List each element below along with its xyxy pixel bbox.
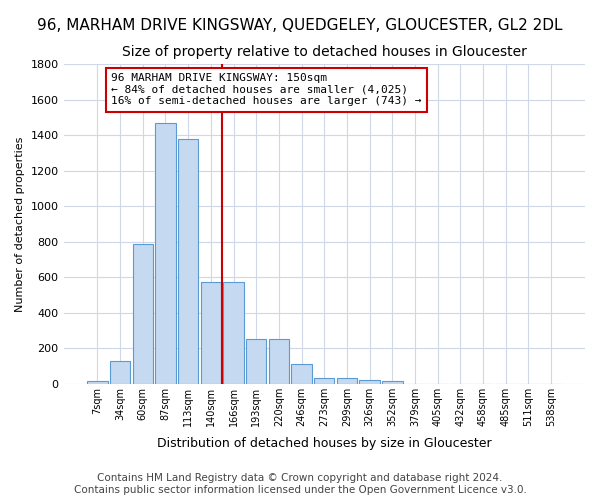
Bar (178, 139, 199, 384)
Bar (314, 378, 334, 384)
Bar (133, 244, 153, 384)
Text: Contains HM Land Registry data © Crown copyright and database right 2024.
Contai: Contains HM Land Registry data © Crown c… (74, 474, 526, 495)
Title: Size of property relative to detached houses in Gloucester: Size of property relative to detached ho… (122, 45, 527, 59)
Bar (223, 282, 244, 384)
Y-axis label: Number of detached properties: Number of detached properties (15, 136, 25, 312)
Bar (200, 282, 221, 384)
Bar (110, 360, 130, 384)
Bar (359, 380, 380, 384)
Text: 96, MARHAM DRIVE KINGSWAY, QUEDGELEY, GLOUCESTER, GL2 2DL: 96, MARHAM DRIVE KINGSWAY, QUEDGELEY, GL… (37, 18, 563, 32)
Bar (337, 378, 357, 384)
Bar (269, 340, 289, 384)
Bar (155, 123, 176, 384)
Bar (87, 381, 107, 384)
Text: 96 MARHAM DRIVE KINGSWAY: 150sqm
← 84% of detached houses are smaller (4,025)
16: 96 MARHAM DRIVE KINGSWAY: 150sqm ← 84% o… (111, 73, 422, 106)
Bar (246, 340, 266, 384)
Bar (292, 364, 312, 384)
Bar (382, 381, 403, 384)
X-axis label: Distribution of detached houses by size in Gloucester: Distribution of detached houses by size … (157, 437, 491, 450)
